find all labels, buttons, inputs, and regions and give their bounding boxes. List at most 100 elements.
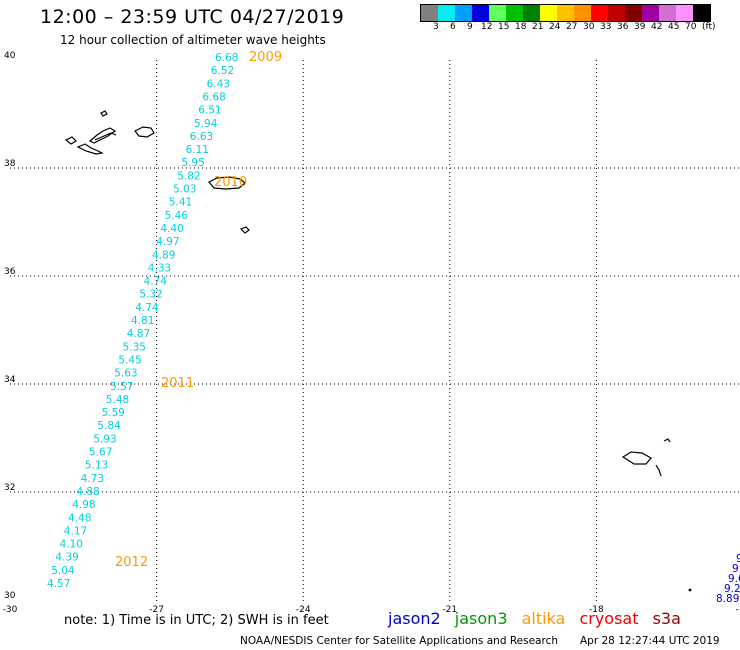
latitude-label: 34: [4, 375, 16, 385]
color-swatch: [472, 5, 489, 21]
track-value: 4.73: [81, 473, 104, 485]
color-scale-label: 18: [515, 22, 527, 32]
track-value: 4.33: [148, 262, 171, 274]
island-pico: [88, 127, 117, 144]
hour-label: 2011: [161, 376, 194, 391]
lat-lon-grid: -30 -27 -24 -21 -18 -15 40 38 36 34 32 30: [3, 51, 740, 615]
latitude-label: 30: [4, 591, 16, 601]
east-altimeter-track: 99.9.69.28.89: [716, 553, 740, 605]
color-swatch: [659, 5, 676, 21]
east-track-value: 9.2: [724, 583, 740, 595]
track-value: 5.32: [139, 289, 162, 301]
color-swatch: [676, 5, 693, 21]
legend-cryosat: cryosat: [579, 609, 639, 628]
track-value: 5.67: [89, 447, 112, 459]
track-value: 5.48: [106, 394, 129, 406]
track-value: 5.59: [102, 407, 125, 419]
track-value: 4.87: [127, 328, 150, 340]
color-scale-label: 33: [600, 22, 612, 32]
track-value: 4.10: [60, 539, 83, 551]
island-corvo: [100, 110, 108, 117]
latitude-label: 40: [4, 51, 16, 61]
color-swatch: [642, 5, 659, 21]
altimeter-track: 6.686.526.436.686.515.946.636.115.955.82…: [47, 52, 238, 590]
legend-s3a: s3a: [652, 609, 681, 628]
color-swatch: [608, 5, 625, 21]
track-value: 5.84: [97, 420, 121, 432]
track-value: 4.17: [64, 525, 87, 537]
track-value: 6.63: [190, 131, 213, 143]
island-faial: [76, 143, 104, 155]
longitude-label: -27: [149, 605, 164, 615]
track-value: 4.57: [47, 578, 70, 590]
track-value: 6.52: [211, 65, 234, 77]
track-value: 5.45: [118, 354, 141, 366]
track-value: 5.94: [194, 118, 218, 130]
satellite-legend: jason2 jason3 altika cryosat s3a: [388, 609, 690, 628]
track-value: 4.97: [156, 236, 179, 248]
track-value: 5.35: [123, 341, 146, 353]
track-value: 4.81: [131, 315, 154, 327]
track-value: 5.93: [93, 433, 116, 445]
longitude-label: -30: [3, 605, 18, 615]
track-value: 5.63: [114, 368, 137, 380]
island-porto-santo: [663, 438, 671, 443]
track-value: 6.11: [186, 144, 209, 156]
color-scale-label: 9: [467, 22, 473, 32]
track-value: 5.04: [51, 565, 75, 577]
color-scale-label: 70: [685, 22, 697, 32]
legend-altika: altika: [521, 609, 566, 628]
color-swatch: [421, 5, 438, 21]
island-selvagens: [688, 588, 692, 592]
track-value: 5.46: [165, 210, 189, 222]
color-swatch: [540, 5, 557, 21]
island-sao-jorge: [94, 132, 117, 141]
track-value: 4.48: [68, 512, 91, 524]
track-value: 5.95: [181, 157, 204, 169]
track-value: 4.89: [152, 249, 175, 261]
chart-subtitle: 12 hour collection of altimeter wave hei…: [60, 33, 326, 47]
track-value: 6.51: [198, 105, 221, 117]
color-scale-bar: [420, 4, 711, 22]
color-swatch: [574, 5, 591, 21]
color-scale-label: 36: [617, 22, 629, 32]
legend-jason2: jason2: [388, 609, 441, 628]
track-value: 4.88: [76, 486, 99, 498]
color-swatch: [591, 5, 608, 21]
color-scale-label: (ft): [702, 22, 716, 32]
color-swatch: [625, 5, 642, 21]
track-value: 4.40: [160, 223, 183, 235]
color-swatch: [523, 5, 540, 21]
color-swatch: [489, 5, 506, 21]
latitude-label: 36: [4, 267, 16, 277]
longitude-label: -15: [736, 605, 740, 615]
longitude-label: -24: [296, 605, 311, 615]
island-terceira: [134, 126, 155, 138]
island-flores: [64, 136, 77, 145]
east-track-value: 9: [736, 553, 740, 565]
color-scale-label: 30: [583, 22, 595, 32]
footer-note: note: 1) Time is in UTC; 2) SWH is in fe…: [64, 613, 329, 628]
track-value: 5.41: [169, 197, 192, 209]
island-madeira: [621, 451, 652, 465]
color-scale-label: 12: [481, 22, 493, 32]
islands: [64, 110, 692, 592]
color-scale-label: 27: [566, 22, 578, 32]
longitude-label: -18: [589, 605, 604, 615]
track-value: 5.57: [110, 381, 133, 393]
island-sao-miguel: [208, 176, 246, 190]
color-scale-label: 45: [668, 22, 680, 32]
track-value: 6.68: [215, 52, 238, 64]
track-value: 4.39: [55, 552, 78, 564]
track-value: 5.13: [85, 460, 108, 472]
chart-title: 12:00 – 23:59 UTC 04/27/2019: [40, 6, 345, 28]
longitude-label: -21: [442, 605, 457, 615]
color-scale-label: 42: [651, 22, 663, 32]
credit-line: NOAA/NESDIS Center for Satellite Applica…: [240, 635, 558, 647]
color-scale-label: 3: [433, 22, 439, 32]
track-value: 6.43: [207, 78, 230, 90]
track-value: 4.98: [72, 499, 95, 511]
color-scale-label: 15: [498, 22, 510, 32]
east-track-value: 9.6: [728, 573, 740, 585]
